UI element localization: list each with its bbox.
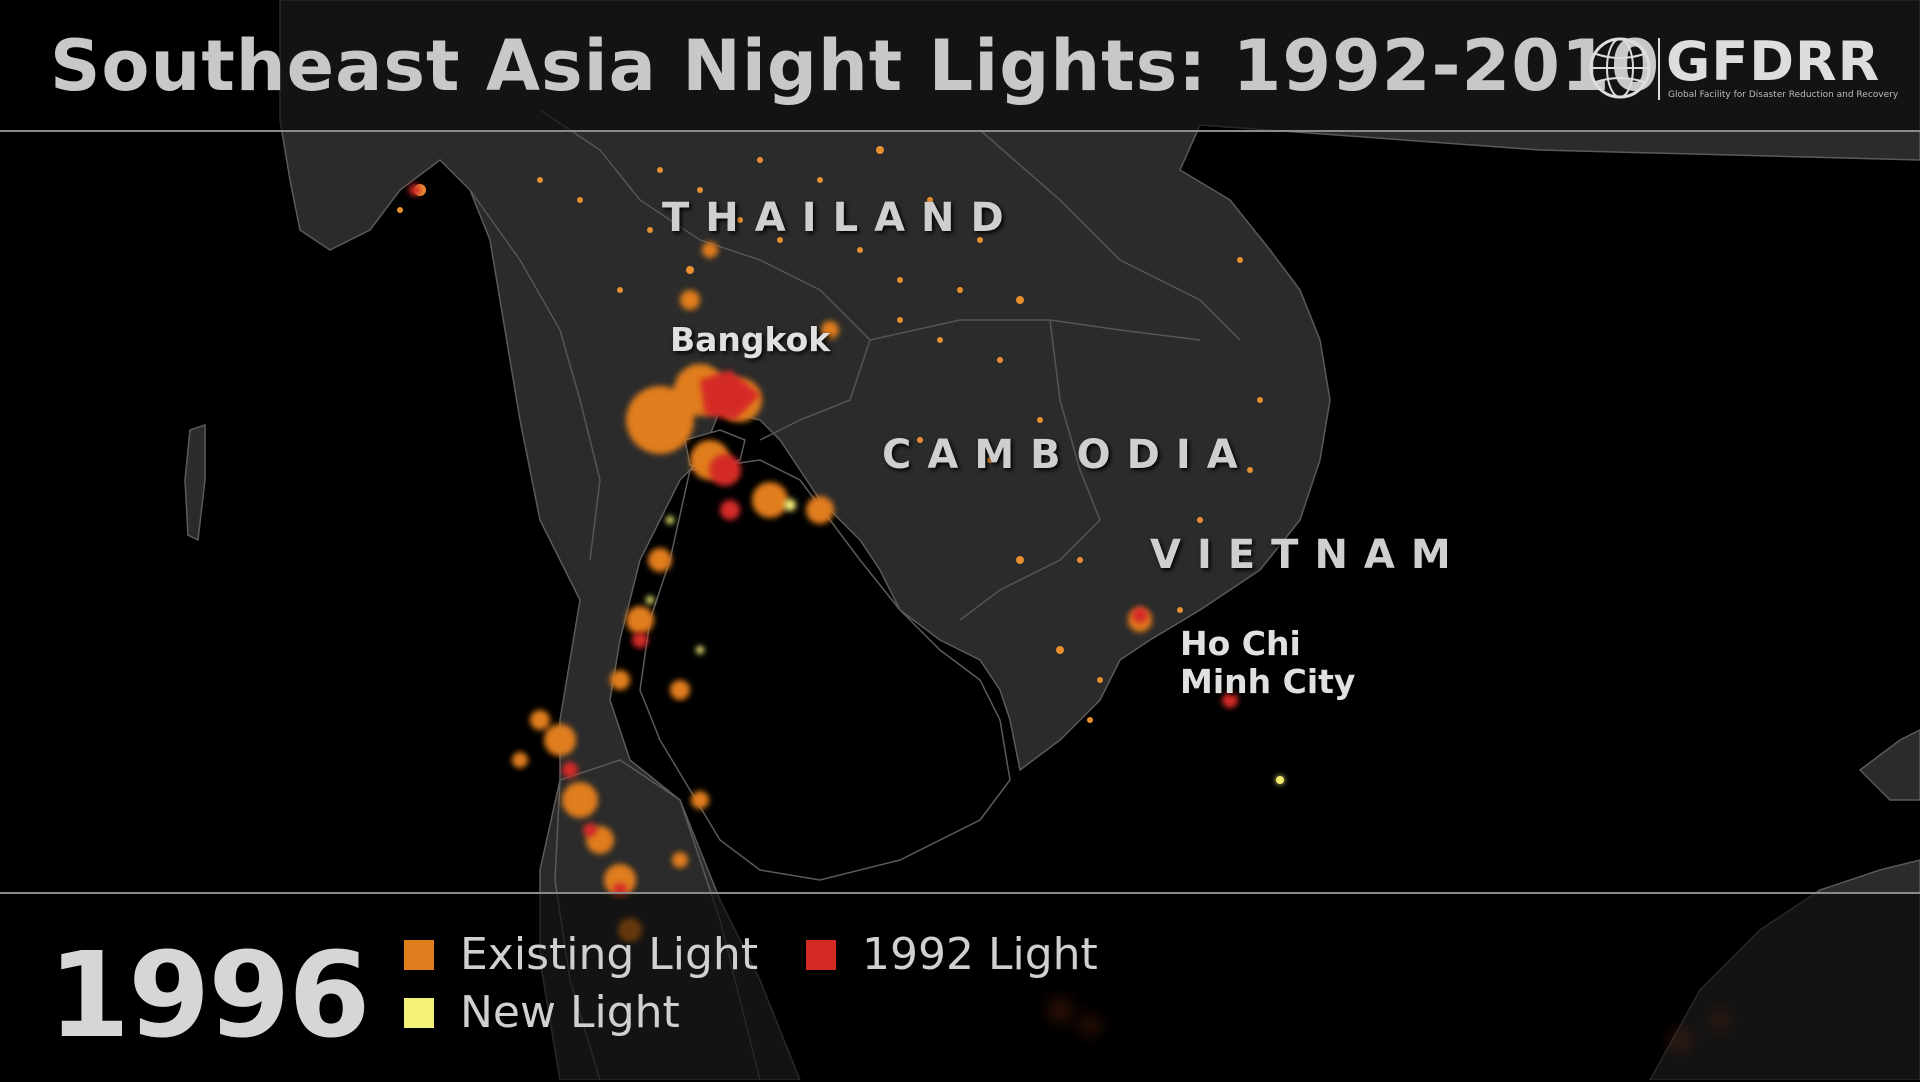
legend-swatch-1992	[806, 940, 836, 970]
city-label-hcmc-line1: Ho Chi	[1180, 624, 1301, 663]
island-east	[1858, 729, 1920, 801]
header-bar	[0, 0, 1920, 132]
legend-new-light: New Light	[404, 988, 680, 1038]
island-west	[184, 423, 206, 542]
legend-label-1992: 1992 Light	[862, 929, 1098, 980]
legend-existing-light: Existing Light	[404, 930, 758, 980]
country-label-cambodia: CAMBODIA	[882, 432, 1254, 478]
legend-1992-light: 1992 Light	[806, 930, 1098, 980]
country-label-thailand: THAILAND	[662, 195, 1020, 241]
footer-bar	[0, 892, 1920, 1082]
city-label-bangkok: Bangkok	[670, 320, 831, 359]
logo-text: GFDRR	[1666, 30, 1881, 93]
year-display: 1996	[48, 926, 370, 1064]
page-title: Southeast Asia Night Lights: 1992-2010	[50, 25, 1661, 107]
gfdrr-logo: GFDRR Global Facility for Disaster Reduc…	[1588, 32, 1898, 104]
new-light-layer	[646, 499, 1284, 784]
city-label-hcmc-line2: Minh City	[1180, 662, 1356, 701]
legend-label-existing: Existing Light	[460, 929, 759, 980]
legend-label-new: New Light	[460, 987, 680, 1038]
gulf-of-thailand	[639, 459, 1011, 881]
logo-subtitle: Global Facility for Disaster Reduction a…	[1668, 90, 1899, 100]
globe-icon	[1589, 37, 1651, 99]
logo-divider	[1658, 38, 1660, 100]
country-label-vietnam: VIETNAM	[1150, 532, 1467, 578]
legend-swatch-new	[404, 998, 434, 1028]
1992-light-layer	[409, 184, 1238, 897]
country-borders	[469, 109, 1241, 621]
legend-swatch-existing	[404, 940, 434, 970]
